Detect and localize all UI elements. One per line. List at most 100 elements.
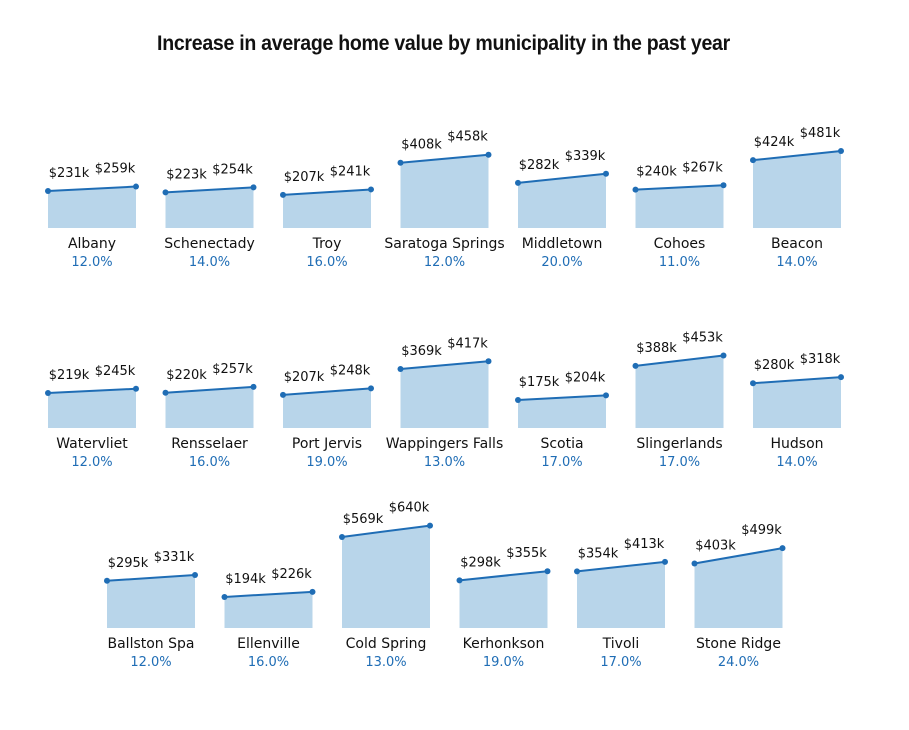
percent-change-label: 12.0% — [71, 455, 112, 470]
end-value-label: $226k — [271, 567, 312, 582]
trend-line — [47, 185, 137, 193]
end-value-label: $259k — [95, 162, 136, 177]
start-value-label: $207k — [284, 370, 325, 385]
chart-title: Increase in average home value by munici… — [157, 32, 730, 55]
area-fill — [518, 395, 606, 428]
panel-wappingers-falls: $369k $417k Wappingers Falls 13.0% — [386, 336, 503, 470]
percent-change-label: 13.0% — [424, 455, 465, 470]
panel-saratoga-springs: $408k $458k Saratoga Springs 12.0% — [384, 130, 504, 270]
trend-line — [459, 570, 548, 582]
municipality-label: Saratoga Springs — [384, 236, 504, 252]
end-point — [838, 148, 844, 155]
start-value-label: $207k — [284, 170, 325, 185]
start-point — [397, 159, 404, 166]
end-value-label: $204k — [565, 370, 606, 385]
start-value-label: $175k — [519, 375, 560, 390]
start-point — [515, 397, 521, 403]
panel-albany: $231k $259k Albany 12.0% — [45, 162, 139, 270]
start-value-label: $408k — [401, 138, 442, 153]
panel-hudson: $280k $318k Hudson 14.0% — [750, 352, 844, 470]
end-value-label: $339k — [565, 149, 606, 164]
start-point — [750, 157, 756, 164]
end-value-label: $453k — [682, 331, 723, 346]
percent-change-label: 17.0% — [541, 455, 582, 470]
municipality-label: Hudson — [770, 436, 823, 452]
end-point — [720, 352, 727, 359]
end-point — [250, 184, 257, 191]
end-point — [603, 392, 609, 399]
start-value-label: $219k — [49, 368, 90, 383]
end-point — [192, 572, 198, 579]
start-point — [280, 191, 286, 198]
start-point — [339, 533, 345, 540]
end-value-label: $257k — [212, 362, 253, 377]
area-fill — [283, 189, 371, 228]
end-value-label: $413k — [624, 537, 665, 552]
area-fill — [518, 173, 606, 228]
end-point — [720, 182, 727, 189]
panel-slingerlands: $388k $453k Slingerlands 17.0% — [632, 331, 727, 470]
end-point — [485, 151, 492, 158]
municipality-label: Kerhonkson — [463, 636, 545, 652]
trend-line — [517, 394, 607, 401]
percent-change-label: 17.0% — [600, 655, 641, 670]
percent-change-label: 19.0% — [483, 655, 524, 670]
end-point — [368, 385, 374, 392]
percent-change-label: 11.0% — [659, 255, 700, 270]
municipality-label: Ballston Spa — [108, 636, 195, 652]
percent-change-label: 16.0% — [306, 255, 347, 270]
municipality-label: Cold Spring — [346, 636, 427, 652]
percent-change-label: 12.0% — [130, 655, 171, 670]
end-point — [544, 568, 551, 575]
panel-port-jervis: $207k $248k Port Jervis 19.0% — [280, 363, 374, 470]
area-fill — [165, 187, 254, 228]
end-value-label: $481k — [800, 126, 841, 141]
area-fill — [400, 154, 489, 228]
area-fill — [635, 185, 724, 228]
area-fill — [224, 591, 313, 628]
end-value-label: $355k — [506, 546, 547, 561]
end-value-label: $267k — [682, 160, 723, 175]
start-point — [45, 389, 51, 396]
end-point — [250, 383, 257, 390]
start-value-label: $403k — [695, 539, 736, 554]
area-fill — [753, 151, 841, 228]
percent-change-label: 12.0% — [71, 255, 112, 270]
end-value-label: $245k — [95, 364, 136, 379]
panel-beacon: $424k $481k Beacon 14.0% — [750, 126, 844, 270]
start-value-label: $194k — [225, 572, 266, 587]
start-point — [221, 593, 228, 600]
trend-line — [400, 360, 489, 370]
area-fill — [107, 575, 195, 628]
start-value-label: $569k — [343, 512, 384, 527]
start-point — [104, 577, 110, 584]
area-fill — [165, 386, 254, 428]
trend-line — [165, 186, 254, 194]
start-point — [515, 179, 521, 186]
start-point — [162, 189, 169, 196]
start-point — [280, 391, 286, 398]
area-fill — [459, 571, 548, 628]
municipality-label: Watervliet — [56, 436, 128, 452]
end-point — [368, 186, 374, 193]
percent-change-label: 13.0% — [365, 655, 406, 670]
municipality-label: Slingerlands — [636, 436, 722, 452]
start-point — [632, 186, 639, 193]
municipality-label: Ellenville — [237, 636, 300, 652]
percent-change-label: 14.0% — [776, 255, 817, 270]
trend-line — [165, 385, 254, 394]
municipality-label: Scotia — [540, 436, 583, 452]
panel-scotia: $175k $204k Scotia 17.0% — [515, 370, 609, 470]
percent-change-label: 17.0% — [659, 455, 700, 470]
panel-schenectady: $223k $254k Schenectady 14.0% — [162, 162, 257, 270]
panel-kerhonkson: $298k $355k Kerhonkson 19.0% — [456, 546, 551, 670]
trend-line — [400, 153, 489, 164]
panel-middletown: $282k $339k Middletown 20.0% — [515, 149, 609, 270]
start-value-label: $388k — [636, 341, 677, 356]
area-fill — [694, 548, 783, 628]
trend-line — [224, 590, 313, 598]
start-point — [162, 389, 169, 396]
panel-watervliet: $219k $245k Watervliet 12.0% — [45, 364, 139, 470]
trend-line — [282, 188, 372, 196]
municipality-label: Tivoli — [602, 636, 640, 652]
